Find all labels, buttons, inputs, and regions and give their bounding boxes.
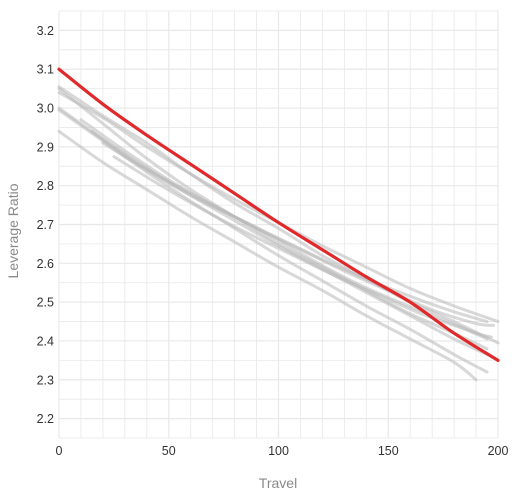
y-axis-title: Leverage Ratio [5,183,21,278]
y-tick-label: 2.4 [37,334,54,348]
x-tick-label: 150 [378,444,399,458]
background-series-line [57,87,489,351]
y-tick-label: 2.2 [37,412,54,426]
x-tick-labels: 0 50 100 150 200 [56,444,509,458]
y-tick-label: 3.0 [37,102,54,116]
y-tick-label: 2.8 [37,179,54,193]
background-series-line [57,106,489,357]
y-tick-label: 2.7 [37,218,54,232]
x-tick-label: 200 [488,444,509,458]
x-tick-label: 50 [162,444,176,458]
background-series-line [57,85,500,345]
y-tick-label: 2.6 [37,257,54,271]
x-tick-label: 100 [268,444,289,458]
grid-major [58,11,499,438]
highlight-series-group [57,67,500,362]
background-series-line [79,118,496,327]
y-tick-label: 2.9 [37,140,54,154]
x-axis-title: Travel [259,475,297,491]
y-tick-label: 3.1 [37,63,54,77]
y-tick-label: 3.2 [37,24,54,38]
background-series-line [112,155,489,341]
background-series-line [101,141,489,324]
x-tick-label: 0 [56,444,63,458]
background-series-line [57,129,478,382]
y-tick-label: 2.5 [37,296,54,310]
y-tick-labels: 2.2 2.3 2.4 2.5 2.6 2.7 2.8 2.9 3.0 3.1 3.2 [37,24,54,426]
y-tick-label: 2.3 [37,373,54,387]
highlight-series-line [57,67,500,362]
